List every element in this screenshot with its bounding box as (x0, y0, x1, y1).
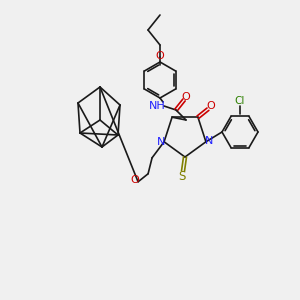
Text: O: O (156, 51, 164, 61)
Text: O: O (207, 101, 215, 111)
Text: Cl: Cl (235, 96, 245, 106)
Text: O: O (131, 175, 140, 185)
Text: O: O (182, 92, 190, 102)
Text: N: N (157, 137, 165, 147)
Text: NH: NH (148, 101, 165, 111)
Text: N: N (205, 136, 213, 146)
Text: S: S (178, 169, 186, 182)
